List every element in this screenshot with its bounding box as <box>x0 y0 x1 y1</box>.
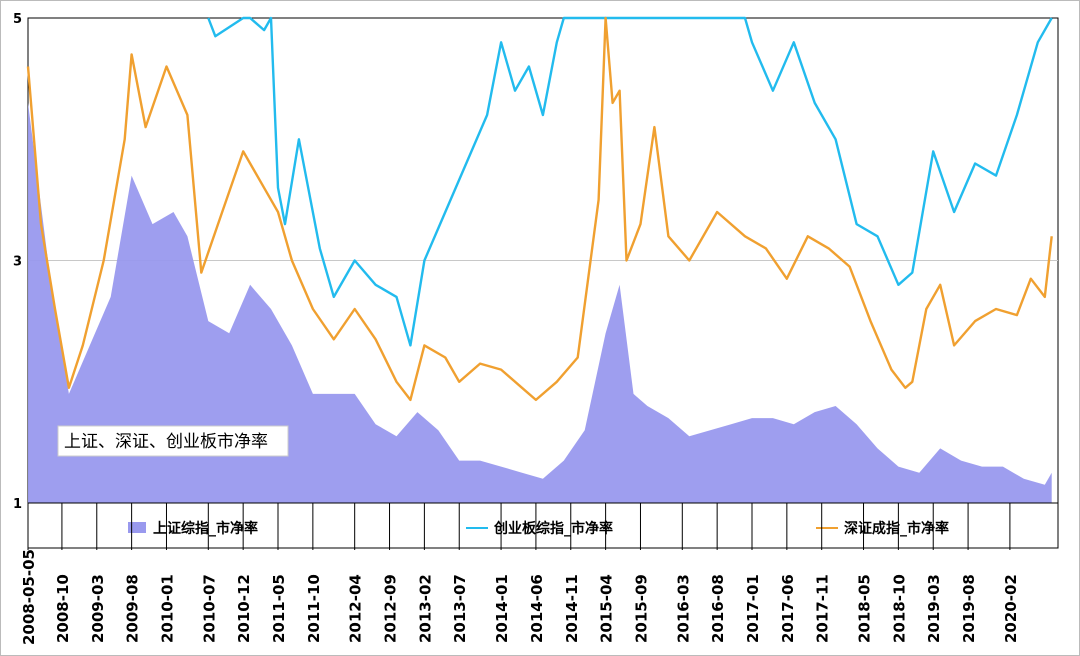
legend-label-sz: 深证成指_市净率 <box>844 520 949 537</box>
x-tick-label-20: 2017-01 <box>744 574 762 643</box>
x-tick-label-2: 2009-03 <box>89 574 107 643</box>
y-tick-label-3: 3 <box>13 255 22 270</box>
legend: 上证综指_市净率 创业板综指_市净率 深证成指_市净率 <box>27 502 1059 549</box>
series-layer <box>26 16 1053 504</box>
x-tick-label-22: 2017-11 <box>814 574 832 643</box>
chart-title: 上证、深证、创业板市净率 <box>64 432 268 452</box>
x-tick-label-19: 2016-08 <box>709 574 727 643</box>
x-tick-label-9: 2012-04 <box>347 574 365 643</box>
x-tick-label-13: 2014-01 <box>493 574 511 643</box>
x-tick-label-12: 2013-07 <box>451 574 469 643</box>
x-axis-tick-labels: 2008-05-05 2008-10 2009-03 2009-08 2010-01 20… <box>20 503 1020 645</box>
x-tick-label-24: 2018-10 <box>890 574 908 643</box>
x-tick-label-11: 2013-02 <box>416 574 434 643</box>
x-tick-label-18: 2016-03 <box>674 574 692 643</box>
x-tick-label-21: 2017-06 <box>779 574 797 643</box>
series-line-shenzhen-pb <box>26 16 1053 402</box>
series-line-chinext-pb <box>207 16 1053 347</box>
y-tick-label-1: 1 <box>13 497 22 512</box>
x-tick-label-4: 2010-01 <box>159 574 177 643</box>
x-tick-label-1: 2008-10 <box>54 574 72 643</box>
axes: 1 3 5 <box>13 12 22 512</box>
x-tick-label-15: 2014-11 <box>563 574 581 643</box>
chart-title-background <box>57 425 289 457</box>
x-tick-label-10: 2012-09 <box>382 574 400 643</box>
x-tick-label-16: 2015-04 <box>598 574 616 643</box>
x-tick-label-23: 2018-05 <box>856 574 874 643</box>
series-area-shanghai-pb <box>28 102 1052 504</box>
x-tick-label-7: 2011-05 <box>270 574 288 643</box>
x-tick-label-25: 2019-03 <box>925 574 943 643</box>
x-tick-label-14: 2014-06 <box>528 574 546 643</box>
legend-swatch-sh <box>128 522 146 533</box>
x-tick-label-17: 2015-09 <box>633 574 651 643</box>
x-tick-label-27: 2020-02 <box>1002 574 1020 643</box>
x-tick-label-6: 2010-12 <box>235 574 253 643</box>
chart-title-box: 上证、深证、创业板市净率 <box>57 425 289 457</box>
x-tick-label-26: 2019-08 <box>960 574 978 643</box>
x-tick-label-5: 2010-07 <box>200 574 218 643</box>
legend-label-sh: 上证综指_市净率 <box>153 520 258 537</box>
x-tick-label-0: 2008-05-05 <box>20 549 38 645</box>
x-tick-label-3: 2009-08 <box>124 574 142 643</box>
legend-label-cyb: 创业板综指_市净率 <box>493 520 613 537</box>
x-tick-label-8: 2011-10 <box>305 574 323 643</box>
legend-frame <box>27 502 1059 549</box>
y-tick-label-5: 5 <box>13 12 22 27</box>
